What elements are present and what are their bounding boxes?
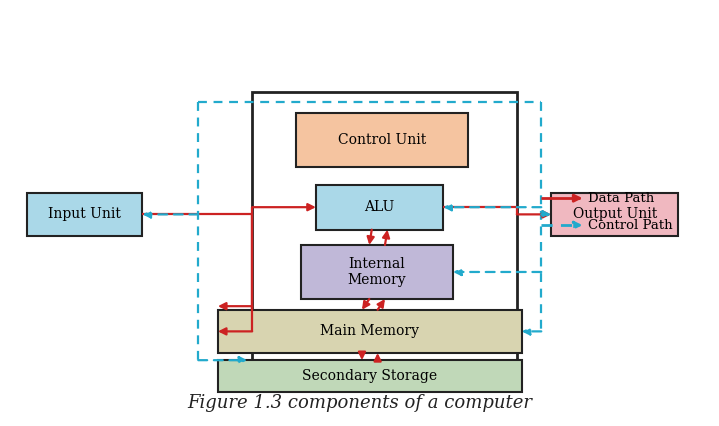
Bar — [218, 310, 522, 353]
Text: Main Memory: Main Memory — [320, 324, 419, 338]
Bar — [301, 245, 453, 299]
Bar — [551, 193, 679, 236]
Bar — [27, 193, 142, 236]
Text: Data Path: Data Path — [588, 192, 654, 204]
Text: Secondary Storage: Secondary Storage — [302, 369, 437, 383]
Text: Input Unit: Input Unit — [48, 207, 121, 222]
Text: ALU: ALU — [365, 200, 395, 214]
Bar — [316, 185, 444, 230]
Text: Figure 1.3 components of a computer: Figure 1.3 components of a computer — [188, 394, 533, 412]
Text: Control Unit: Control Unit — [338, 132, 426, 147]
Text: Output Unit: Output Unit — [572, 207, 657, 222]
Bar — [252, 92, 517, 371]
Text: Control Path: Control Path — [588, 219, 673, 232]
Bar — [296, 113, 468, 167]
Text: Internal
Memory: Internal Memory — [348, 257, 406, 287]
Bar — [218, 360, 522, 391]
